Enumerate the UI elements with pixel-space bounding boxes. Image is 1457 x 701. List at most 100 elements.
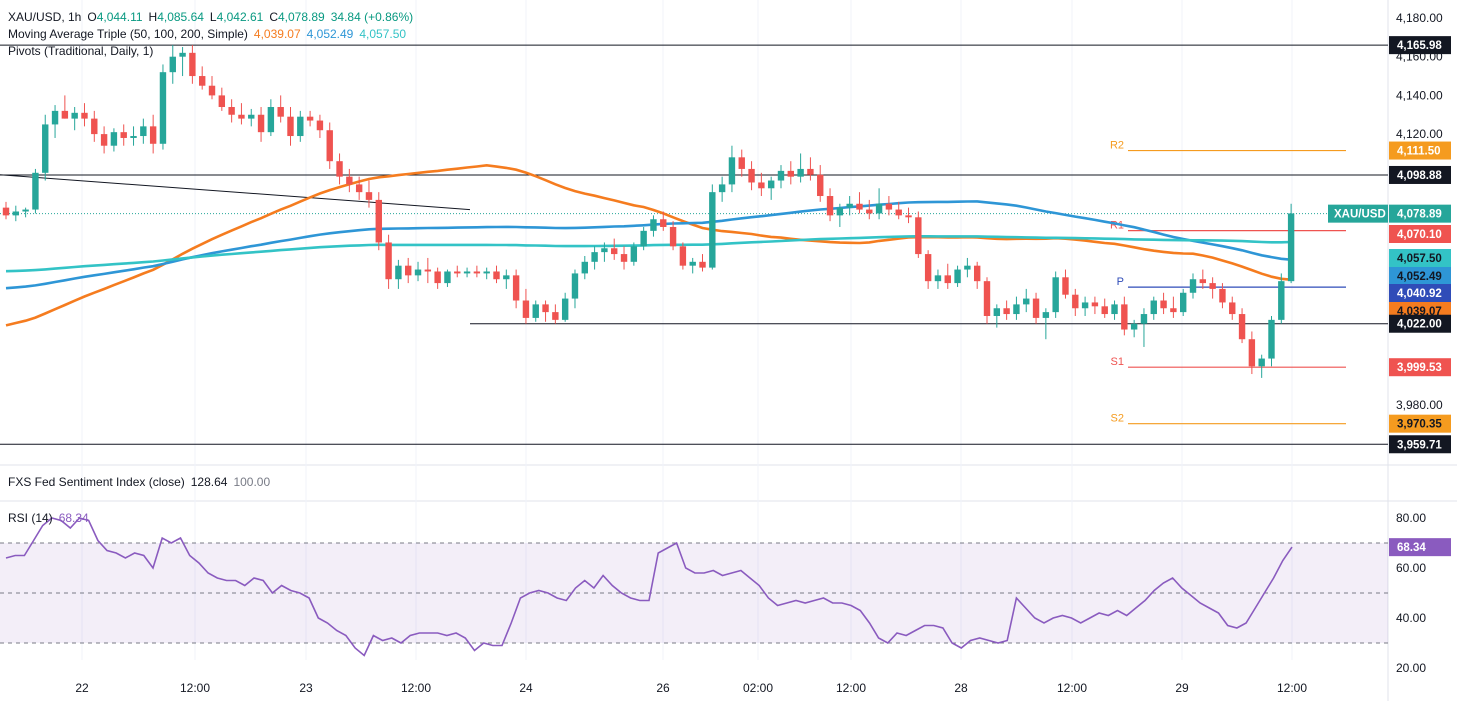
- candle-body: [954, 269, 961, 284]
- price-label: 4,052.49: [1397, 271, 1442, 283]
- x-tick-label: 26: [656, 681, 670, 695]
- candle-body: [983, 281, 991, 316]
- ma200-value: 4,057.50: [359, 27, 407, 41]
- price-label-box: [1389, 165, 1451, 184]
- rsi-label[interactable]: RSI (14): [8, 511, 53, 525]
- x-tick-label: 22: [75, 681, 89, 695]
- candle-body: [1180, 292, 1187, 313]
- price-label-box: [1389, 358, 1451, 377]
- candle-body: [355, 184, 363, 193]
- candle-body: [964, 265, 971, 270]
- candle-body: [689, 261, 696, 266]
- candle-body: [365, 192, 373, 200]
- candle-body: [669, 226, 677, 247]
- trendline: [0, 174, 471, 211]
- symbol-name[interactable]: XAU/USD, 1h: [8, 10, 82, 24]
- candle-body: [100, 134, 108, 146]
- candle-body: [1121, 304, 1128, 330]
- candle-body: [1091, 302, 1099, 307]
- candle-body: [934, 275, 942, 282]
- candle-body: [140, 126, 147, 137]
- candle-body: [42, 124, 49, 173]
- price-label: 3,959.71: [1397, 439, 1442, 451]
- price-labels: 68.34 4,165.98 4,111.50 4,098.88 4,078.89 4,0…: [1328, 36, 1451, 557]
- candle-body: [679, 246, 687, 266]
- ma100-line: [5, 200, 1292, 290]
- candle-body: [1248, 339, 1256, 367]
- candle-body: [709, 192, 716, 268]
- candle-body: [483, 271, 490, 274]
- x-tick-label: 12:00: [836, 681, 866, 695]
- candle-body: [326, 130, 333, 162]
- pivot-name-s2: S2: [1111, 413, 1124, 425]
- symbol-tag: XAU/USD: [1334, 209, 1386, 221]
- candle-body: [738, 157, 745, 169]
- candle-body: [1199, 279, 1207, 284]
- candle-body: [228, 107, 235, 115]
- open-value: 4,044.11: [96, 10, 143, 24]
- candle-body: [306, 116, 314, 121]
- candle-body: [473, 271, 481, 274]
- price-label-box: [1389, 414, 1451, 433]
- price-label: 4,111.50: [1397, 146, 1441, 158]
- candle-body: [1189, 279, 1197, 293]
- change-value: 34.84 (+0.86%): [330, 10, 414, 24]
- candle-body: [1219, 288, 1226, 303]
- pivots-label[interactable]: Pivots (Traditional, Daily, 1): [8, 44, 154, 58]
- candle-body: [571, 273, 579, 299]
- candle-body: [1140, 314, 1148, 324]
- candle-body: [385, 242, 392, 280]
- candle-body: [512, 275, 520, 301]
- candle-body: [866, 209, 873, 214]
- candle-body: [297, 116, 304, 137]
- candle-body: [12, 211, 20, 216]
- candle-body: [630, 246, 638, 262]
- candle-body: [2, 207, 10, 216]
- rsi-tick-label: 80.00: [1396, 511, 1426, 525]
- low-value: 4,042.61: [216, 10, 264, 24]
- candle-body: [699, 261, 706, 268]
- candle-body: [22, 209, 29, 212]
- candle-body: [1023, 298, 1030, 305]
- candle-body: [316, 120, 324, 131]
- candle-body: [1003, 308, 1010, 315]
- rsi-tick-label: 60.00: [1396, 561, 1426, 575]
- candle-body: [728, 157, 736, 185]
- candle-body: [885, 203, 893, 210]
- candle-body: [993, 308, 1001, 316]
- candle-body: [748, 168, 755, 183]
- price-label-box: [1389, 435, 1451, 454]
- ma-label[interactable]: Moving Average Triple (50, 100, 200, Sim…: [8, 27, 248, 41]
- x-tick-label: 12:00: [1277, 681, 1307, 695]
- candle-body: [924, 254, 932, 282]
- candle-body: [444, 271, 451, 284]
- price-label-box: [1389, 284, 1451, 302]
- candle-body: [414, 269, 422, 276]
- price-label: 4,040.92: [1397, 288, 1442, 300]
- rsi-value-label: 68.34: [1397, 542, 1426, 554]
- candle-body: [767, 180, 775, 189]
- price-tick-label: 4,180.00: [1396, 11, 1443, 25]
- candle-body: [1032, 298, 1040, 318]
- candle-body: [1258, 358, 1265, 367]
- x-tick-label: 12:00: [1057, 681, 1087, 695]
- close-value: 4,078.89: [278, 10, 325, 24]
- price-label: 4,070.10: [1397, 229, 1442, 241]
- candle-body: [1209, 283, 1216, 289]
- candle-body: [1101, 306, 1108, 315]
- symbol-tag-box: [1328, 204, 1388, 223]
- sentiment-base: 100.00: [233, 475, 271, 489]
- candle-body: [797, 168, 804, 177]
- ma-legend: Moving Average Triple (50, 100, 200, Sim…: [8, 26, 412, 42]
- price-label-box: [1389, 36, 1451, 55]
- sentiment-label[interactable]: FXS Fed Sentiment Index (close): [8, 475, 185, 489]
- candle-body: [875, 203, 883, 214]
- price-label: 4,057.50: [1397, 253, 1442, 265]
- x-tick-label: 29: [1175, 681, 1189, 695]
- candle-body: [493, 271, 500, 280]
- candle-body: [846, 203, 853, 208]
- price-label-box: [1389, 314, 1451, 333]
- price-label: 4,022.00: [1397, 319, 1442, 331]
- price-label-box: [1389, 204, 1451, 223]
